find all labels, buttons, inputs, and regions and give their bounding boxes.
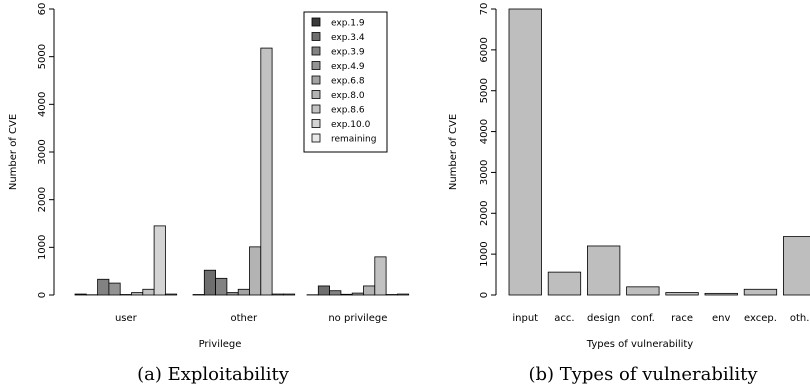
bar	[131, 292, 144, 296]
bar	[329, 290, 342, 296]
x-tick-label: acc.	[554, 313, 574, 324]
y-tick-label: 4000	[37, 92, 48, 117]
x-tick-label: env	[712, 313, 730, 324]
y-tick-label: 1000	[479, 241, 490, 266]
y-tick-label: 3000	[37, 139, 48, 164]
bar	[97, 278, 110, 296]
bar	[164, 293, 178, 296]
y-tick-label: 4000	[479, 119, 490, 144]
y-tick-label: 0	[37, 292, 48, 298]
y-tick-label: 0	[479, 292, 490, 298]
x-tick-labels: user other no privilege	[115, 313, 387, 324]
bar	[317, 285, 330, 296]
legend-label: exp.1.9	[331, 19, 365, 29]
legend-swatch	[311, 119, 321, 128]
y-tick-label: 6000	[479, 37, 490, 62]
bar	[547, 271, 582, 296]
y-tick-label: 1000	[37, 235, 48, 260]
y-tick-label: 60	[37, 3, 48, 16]
legend-label: exp.8.6	[331, 106, 365, 116]
y-axis: 0 1000 2000 3000 4000 5000 6000 70	[479, 3, 497, 298]
bar	[226, 292, 239, 296]
legend-label: exp.8.0	[331, 91, 365, 101]
legend-label: exp.3.9	[331, 48, 365, 58]
x-tick-label: conf.	[631, 313, 655, 324]
x-axis-label: Types of vulnerability	[586, 339, 694, 350]
bar	[237, 288, 250, 296]
legend-swatch	[311, 61, 321, 70]
bars	[508, 8, 810, 296]
bar	[249, 246, 262, 296]
bar	[704, 292, 738, 296]
y-tick-label: 5000	[37, 44, 48, 69]
bar	[508, 8, 542, 296]
x-tick-label: race	[671, 313, 693, 324]
legend-label: exp.4.9	[331, 62, 365, 72]
caption-a: (a) Exploitability	[137, 364, 290, 385]
x-tick-labels: input acc. design conf. race env excep. oth.	[512, 313, 809, 324]
bar	[153, 225, 166, 296]
y-tick-label: 3000	[479, 160, 490, 185]
bar	[260, 47, 273, 296]
legend-label: remaining	[331, 135, 376, 145]
exploitability-chart: 0 1000 2000 3000 4000 5000 60 user other no priv…	[8, 3, 410, 385]
bar	[743, 288, 778, 296]
x-axis-label: Privilege	[199, 339, 242, 350]
x-tick-label: excep.	[744, 313, 777, 324]
legend-swatch	[311, 75, 321, 85]
x-tick-label: no privilege	[328, 313, 387, 324]
bar	[374, 256, 387, 296]
legend-swatch	[311, 17, 321, 27]
x-tick-label: user	[115, 313, 138, 324]
legend-label: exp.3.4	[331, 33, 365, 43]
bar	[340, 293, 353, 296]
y-axis: 0 1000 2000 3000 4000 5000 60	[37, 3, 55, 298]
y-tick-label: 2000	[37, 187, 48, 212]
bar	[363, 285, 376, 296]
caption-b: (b) Types of vulnerability	[528, 364, 758, 385]
x-tick-label: oth.	[790, 313, 810, 324]
bar	[108, 282, 121, 296]
legend-swatch	[311, 133, 321, 143]
legend-label: exp.10.0	[331, 120, 371, 130]
legend-swatch	[311, 104, 321, 114]
legend: exp.1.9 exp.3.4 exp.3.9 exp.4.9 exp.6.8 exp.8…	[303, 11, 388, 153]
bar	[351, 292, 364, 296]
bar	[626, 286, 660, 296]
bar	[142, 288, 155, 296]
legend-label: exp.6.8	[331, 77, 365, 87]
bar	[396, 293, 410, 296]
x-tick-label: input	[512, 313, 538, 324]
bar	[783, 236, 810, 296]
y-axis-label: Number of CVE	[448, 114, 459, 190]
vulnerability-types-chart: 0 1000 2000 3000 4000 5000 6000 70 input acc. des…	[448, 3, 810, 385]
legend-swatch	[311, 32, 321, 41]
y-tick-label: 70	[479, 3, 490, 16]
bar	[203, 269, 217, 296]
bar	[74, 293, 87, 296]
legend-swatch	[311, 90, 321, 99]
y-axis-label: Number of CVE	[8, 114, 19, 190]
legend-swatch	[311, 46, 321, 56]
y-tick-label: 5000	[479, 78, 490, 103]
bar	[215, 277, 228, 296]
bar	[587, 245, 621, 296]
bar	[282, 293, 296, 296]
bar	[271, 293, 284, 296]
bars	[74, 47, 410, 296]
bar	[665, 292, 699, 296]
x-tick-label: design	[587, 313, 620, 324]
x-tick-label: other	[231, 313, 259, 324]
y-tick-label: 2000	[479, 201, 490, 226]
